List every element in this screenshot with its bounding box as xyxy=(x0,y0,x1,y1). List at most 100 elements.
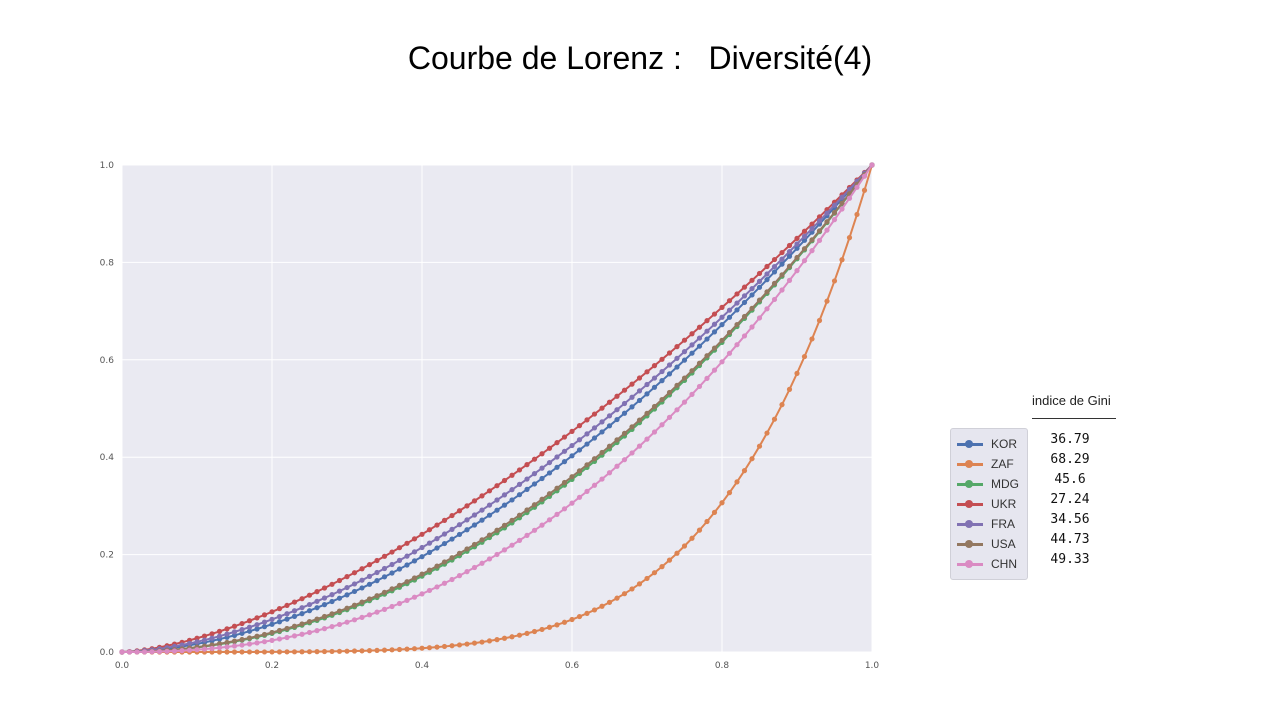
data-point-zaf xyxy=(531,628,538,635)
data-point-kor xyxy=(561,459,568,465)
data-point-ukr xyxy=(464,503,470,509)
data-point-chn xyxy=(696,383,703,390)
data-point-chn xyxy=(659,422,665,428)
data-point-chn xyxy=(539,522,545,528)
data-point-fra xyxy=(749,286,755,292)
data-point-chn xyxy=(644,436,650,442)
data-point-chn xyxy=(179,648,185,654)
data-point-usa xyxy=(839,200,845,206)
data-point-chn xyxy=(134,649,140,655)
legend-item-kor: KOR xyxy=(955,434,1025,454)
data-point-chn xyxy=(126,649,133,655)
data-point-chn xyxy=(531,527,538,533)
data-point-usa xyxy=(231,638,238,644)
data-point-ukr xyxy=(321,585,328,591)
data-point-usa xyxy=(441,559,448,565)
data-point-ukr xyxy=(531,456,538,462)
data-point-zaf xyxy=(771,416,778,422)
data-point-usa xyxy=(494,527,500,533)
data-point-chn xyxy=(651,429,658,435)
data-point-usa xyxy=(726,329,733,336)
data-point-chn xyxy=(336,621,343,628)
data-point-usa xyxy=(719,337,725,343)
data-point-usa xyxy=(261,631,268,638)
data-point-fra xyxy=(374,569,380,576)
data-point-zaf xyxy=(794,370,800,376)
legend-item-chn: CHN xyxy=(955,554,1025,574)
data-point-zaf xyxy=(291,649,298,655)
data-point-chn xyxy=(381,606,388,612)
data-point-fra xyxy=(681,349,688,355)
data-point-kor xyxy=(321,602,328,608)
data-point-usa xyxy=(314,616,320,622)
data-point-ukr xyxy=(576,423,583,429)
data-point-usa xyxy=(786,263,793,269)
legend-item-mdg: MDG xyxy=(955,474,1025,494)
data-point-fra xyxy=(651,375,658,381)
data-point-kor xyxy=(666,371,673,377)
data-point-zaf xyxy=(329,648,335,655)
data-point-chn xyxy=(846,195,853,201)
data-point-fra xyxy=(786,248,793,255)
data-point-chn xyxy=(801,258,808,264)
data-point-kor xyxy=(771,269,778,275)
data-point-ukr xyxy=(719,304,725,310)
data-point-zaf xyxy=(719,500,725,506)
data-point-usa xyxy=(606,443,613,449)
data-point-usa xyxy=(389,586,395,592)
data-point-ukr xyxy=(426,527,433,533)
data-point-zaf xyxy=(621,591,628,597)
data-point-fra xyxy=(426,540,433,546)
data-point-zaf xyxy=(239,649,245,655)
data-point-kor xyxy=(524,486,530,492)
data-point-zaf xyxy=(306,649,313,655)
data-point-fra xyxy=(524,476,530,482)
data-point-usa xyxy=(321,613,328,620)
data-point-usa xyxy=(801,246,808,252)
data-point-chn xyxy=(824,227,830,233)
data-point-ukr xyxy=(704,318,710,324)
data-point-fra xyxy=(606,413,613,419)
data-point-kor xyxy=(614,416,620,423)
data-point-kor xyxy=(329,598,335,605)
data-point-fra xyxy=(741,293,748,299)
data-point-kor xyxy=(374,578,380,584)
data-point-chn xyxy=(509,542,515,548)
data-point-ukr xyxy=(756,270,763,277)
data-point-kor xyxy=(479,517,485,523)
data-point-zaf xyxy=(689,535,695,541)
data-point-usa xyxy=(674,382,680,388)
data-point-usa xyxy=(359,599,365,605)
y-tick-label: 0.6 xyxy=(100,356,115,366)
data-point-zaf xyxy=(711,509,718,515)
data-point-ukr xyxy=(644,369,650,375)
data-point-chn xyxy=(614,463,620,469)
data-point-ukr xyxy=(261,612,268,618)
data-point-zaf xyxy=(449,643,455,649)
data-point-fra xyxy=(636,388,643,394)
data-point-fra xyxy=(516,481,523,487)
y-tick-label: 0.4 xyxy=(100,453,115,463)
data-point-zaf xyxy=(314,649,320,655)
data-point-chn xyxy=(284,634,290,641)
data-point-zaf xyxy=(854,211,860,218)
data-point-chn xyxy=(441,580,448,586)
data-point-chn xyxy=(351,617,358,623)
data-point-chn xyxy=(156,648,163,655)
data-point-usa xyxy=(509,517,515,523)
data-point-ukr xyxy=(689,331,695,337)
data-point-chn xyxy=(749,324,755,330)
gini-value-kor: 36.79 xyxy=(1050,432,1090,447)
data-point-fra xyxy=(186,640,193,647)
data-point-fra xyxy=(576,437,583,443)
data-point-chn xyxy=(314,628,320,634)
legend-item-fra: FRA xyxy=(955,514,1025,534)
data-point-chn xyxy=(854,184,860,190)
data-point-chn xyxy=(869,162,875,168)
data-point-kor xyxy=(434,545,440,551)
data-point-zaf xyxy=(299,649,305,655)
data-point-fra xyxy=(471,512,478,518)
data-point-zaf xyxy=(824,298,830,304)
data-point-chn xyxy=(344,619,350,625)
data-point-kor xyxy=(494,507,500,513)
